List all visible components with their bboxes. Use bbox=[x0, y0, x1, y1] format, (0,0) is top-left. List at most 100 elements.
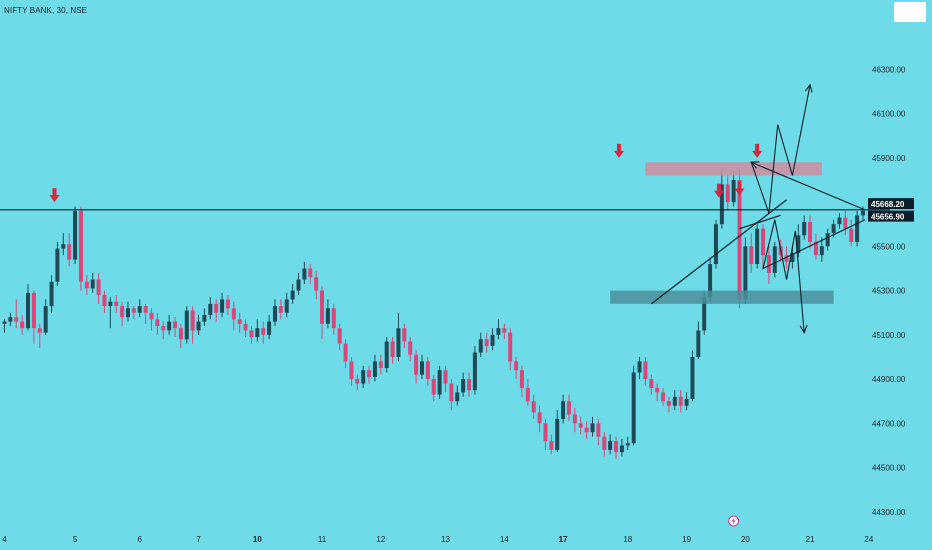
candle-body bbox=[596, 423, 601, 437]
candle-body bbox=[702, 297, 707, 331]
candle-body bbox=[367, 370, 372, 377]
bullish-projection bbox=[750, 84, 866, 214]
candle-body bbox=[531, 401, 536, 413]
candle-body bbox=[772, 246, 777, 273]
y-tick-label: 46100.00 bbox=[872, 110, 906, 119]
candle-body bbox=[402, 328, 407, 342]
x-tick-label: 20 bbox=[741, 535, 750, 544]
down-arrow-icon bbox=[713, 183, 724, 198]
toolbar-button[interactable] bbox=[894, 2, 926, 22]
candle-body bbox=[666, 401, 671, 406]
candle-body bbox=[614, 441, 619, 453]
projection-arrowhead bbox=[750, 161, 760, 169]
candle-body bbox=[655, 387, 660, 393]
candle-body bbox=[743, 246, 748, 300]
candle-body bbox=[26, 292, 31, 329]
candle-body bbox=[584, 427, 589, 433]
candle-body bbox=[619, 445, 624, 453]
candle-body bbox=[819, 246, 824, 256]
candle-body bbox=[543, 423, 548, 442]
candle-body bbox=[14, 317, 19, 322]
candle-body bbox=[549, 441, 554, 450]
x-tick-label: 4 bbox=[2, 535, 7, 544]
candle-body bbox=[761, 228, 766, 256]
candle-body bbox=[602, 436, 607, 450]
candle-body bbox=[143, 306, 148, 313]
candle-body bbox=[825, 233, 830, 247]
candle-body bbox=[408, 341, 413, 355]
candle-body bbox=[749, 246, 754, 265]
candle-body bbox=[20, 321, 25, 329]
candle-body bbox=[572, 414, 577, 424]
candle-body bbox=[590, 423, 595, 433]
candle-body bbox=[396, 328, 401, 357]
candle-body bbox=[566, 401, 571, 415]
y-tick-label: 45100.00 bbox=[872, 331, 906, 340]
candle-body bbox=[325, 308, 330, 324]
support-zone bbox=[610, 290, 834, 304]
candle-body bbox=[725, 184, 730, 203]
candle-body bbox=[43, 306, 48, 333]
candle-body bbox=[31, 292, 36, 329]
x-tick-label: 6 bbox=[138, 535, 143, 544]
candle-body bbox=[449, 383, 454, 402]
candle-body bbox=[625, 443, 630, 446]
price-label: 45668.20 bbox=[871, 200, 905, 209]
lightning-icon bbox=[731, 517, 736, 525]
price-label-box bbox=[868, 198, 914, 210]
candle-body bbox=[225, 299, 230, 309]
candle-body bbox=[331, 308, 336, 329]
x-tick-label: 18 bbox=[623, 535, 632, 544]
candle-body bbox=[755, 228, 760, 265]
candle-body bbox=[813, 241, 818, 256]
x-tick-label: 11 bbox=[318, 535, 327, 544]
candle-body bbox=[267, 321, 272, 335]
candle-body bbox=[443, 370, 448, 384]
candle-body bbox=[278, 306, 283, 313]
candle-body bbox=[137, 306, 142, 313]
candle-body bbox=[678, 396, 683, 406]
candle-body bbox=[843, 217, 848, 229]
candle-body bbox=[796, 235, 801, 253]
candle-body bbox=[220, 299, 225, 313]
candle-body bbox=[684, 399, 689, 406]
candle-body bbox=[390, 341, 395, 357]
candle-body bbox=[361, 370, 366, 384]
candle-body bbox=[708, 264, 713, 298]
candle-body bbox=[496, 328, 501, 335]
candle-body bbox=[231, 308, 236, 320]
price-label-box bbox=[868, 210, 914, 222]
x-tick-label: 10 bbox=[253, 535, 262, 544]
candle-body bbox=[784, 255, 789, 262]
candle-body bbox=[61, 244, 66, 249]
candle-body bbox=[555, 418, 560, 450]
y-tick-label: 45500.00 bbox=[872, 242, 906, 251]
candle-body bbox=[837, 217, 842, 225]
candle-body bbox=[214, 303, 219, 313]
x-tick-label: 21 bbox=[806, 535, 815, 544]
candle-body bbox=[643, 361, 648, 380]
candle-body bbox=[308, 268, 313, 278]
candle-body bbox=[149, 312, 154, 320]
candle-body bbox=[372, 361, 377, 377]
down-arrow-icon bbox=[49, 188, 60, 203]
candle-body bbox=[108, 301, 113, 307]
y-tick-label: 44500.00 bbox=[872, 464, 906, 473]
candle-body bbox=[190, 310, 195, 331]
candle-body bbox=[155, 319, 160, 326]
candle-body bbox=[731, 179, 736, 203]
candle-body bbox=[255, 328, 260, 338]
candle-body bbox=[414, 354, 419, 375]
candle-body bbox=[696, 330, 701, 357]
candle-body bbox=[484, 339, 489, 346]
candle-body bbox=[272, 306, 277, 322]
candle-body bbox=[808, 222, 813, 242]
candle-body bbox=[178, 328, 183, 340]
candle-body bbox=[202, 314, 207, 322]
candle-body bbox=[713, 224, 718, 265]
candle-body bbox=[672, 396, 677, 406]
candle-body bbox=[419, 361, 424, 375]
y-tick-label: 44900.00 bbox=[872, 375, 906, 384]
